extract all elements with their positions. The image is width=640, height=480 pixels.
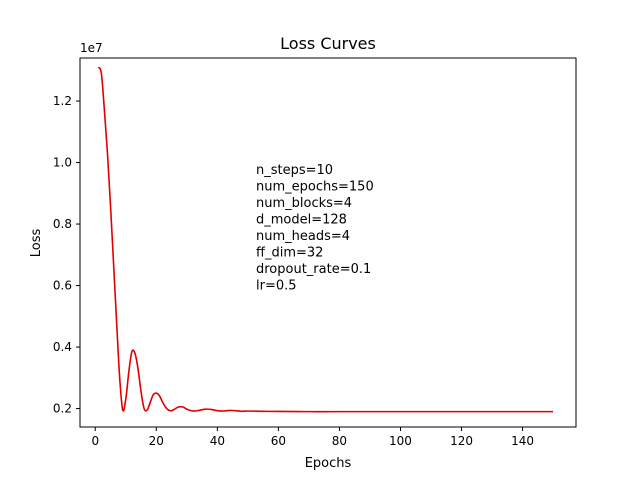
y-tick-label: 0.6 [53,279,72,293]
hyperparameter-annotation: n_steps=10 num_epochs=150 num_blocks=4 d_mo… [256,163,374,294]
x-axis-label: Epochs [305,456,352,471]
annotation-line: ff_dim=32 [256,246,323,261]
loss-series-line [97,66,554,413]
plot-frame [79,57,577,428]
y-axis-label: Loss [29,229,44,258]
x-tick-label: 120 [450,434,473,448]
annotation-line: num_heads=4 [256,229,350,244]
x-tick-label: 80 [332,434,347,448]
y-tick-label: 1.2 [53,94,72,108]
y-offset-label: 1e7 [80,41,103,55]
x-axis-ticks: 0 20 40 60 80 100 120 140 [91,427,534,448]
annotation-line: n_steps=10 [256,163,333,178]
annotation-line: dropout_rate=0.1 [256,262,371,277]
y-tick-label: 0.4 [53,340,72,354]
annotation-line: lr=0.5 [256,279,297,294]
x-tick-label: 40 [210,434,225,448]
x-tick-label: 60 [271,434,286,448]
x-tick-label: 140 [511,434,534,448]
y-tick-label: 1.0 [53,156,72,170]
x-tick-label: 100 [389,434,412,448]
chart-title: Loss Curves [280,34,376,53]
y-tick-label: 0.8 [53,217,72,231]
annotation-line: d_model=128 [256,213,347,228]
y-tick-label: 0.2 [53,402,72,416]
x-tick-label: 0 [91,434,99,448]
x-tick-label: 20 [149,434,164,448]
annotation-line: num_epochs=150 [256,180,374,195]
y-axis-ticks: 0.2 0.4 0.6 0.8 1.0 1.2 [53,94,80,416]
annotation-line: num_blocks=4 [256,196,352,211]
